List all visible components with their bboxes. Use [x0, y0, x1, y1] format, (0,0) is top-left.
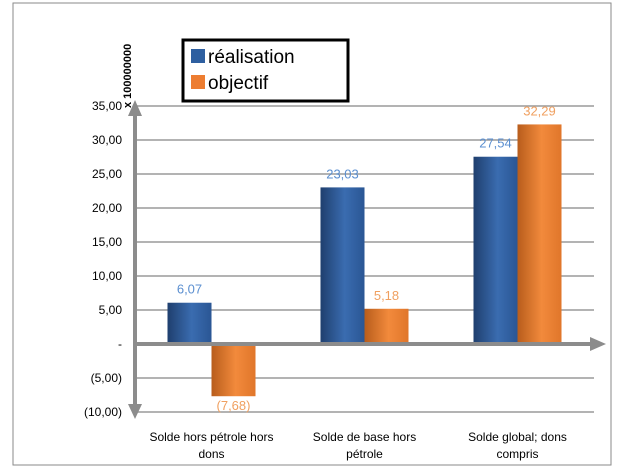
y-tick-label: (10,00)	[84, 405, 122, 419]
axes	[128, 100, 606, 419]
bar-objectif	[211, 344, 256, 397]
category-label: Solde global; dons	[468, 430, 567, 444]
y-tick-label: -	[118, 337, 122, 351]
category-label: Solde hors pétrole hors	[149, 430, 273, 444]
y-axis-arrow-down	[128, 404, 142, 419]
y-tick-label: (5,00)	[91, 371, 122, 385]
data-label: 5,18	[374, 288, 399, 303]
legend-label-objectif: objectif	[208, 73, 269, 94]
y-tick-label: 10,00	[92, 269, 122, 283]
legend: réalisation objectif	[181, 38, 350, 103]
category-label: dons	[198, 447, 224, 461]
y-tick-label: 20,00	[92, 201, 122, 215]
y-tick-label: 30,00	[92, 133, 122, 147]
data-label: 27,54	[479, 136, 512, 151]
bar-réalisation	[473, 156, 518, 344]
bar-réalisation	[167, 302, 212, 344]
y-tick-label: 35,00	[92, 99, 122, 113]
unit-label: x 100000000	[122, 44, 134, 108]
x-axis-arrow	[590, 337, 606, 351]
bar-réalisation	[320, 187, 365, 344]
y-tick-label: 15,00	[92, 235, 122, 249]
data-label: 32,29	[523, 103, 556, 118]
category-labels: Solde hors pétrole hors dons Solde de base…	[149, 430, 566, 461]
data-label: 6,07	[177, 282, 202, 297]
y-tick-label: 5,00	[99, 303, 123, 317]
legend-box	[181, 38, 350, 103]
bar-objectif	[517, 124, 562, 344]
bar-objectif	[364, 308, 409, 344]
data-label: 23,03	[326, 166, 359, 181]
legend-swatch-objectif	[191, 75, 205, 89]
legend-label-realisation: réalisation	[208, 47, 295, 68]
y-axis-arrow-up	[128, 100, 142, 116]
bars	[167, 124, 562, 397]
category-label: pétrole	[346, 447, 383, 461]
y-tick-label: 25,00	[92, 167, 122, 181]
y-tick-labels: 35,00 30,00 25,00 20,00 15,00 10,00 5,00 - (5,00…	[84, 99, 122, 419]
legend-swatch-realisation	[191, 49, 205, 63]
category-label: compris	[496, 447, 538, 461]
data-label: (7,68)	[217, 398, 251, 413]
category-label: Solde de base hors	[313, 430, 416, 444]
data-labels: 6,07 (7,68) 23,03 5,18 27,54 32,29	[177, 103, 556, 413]
